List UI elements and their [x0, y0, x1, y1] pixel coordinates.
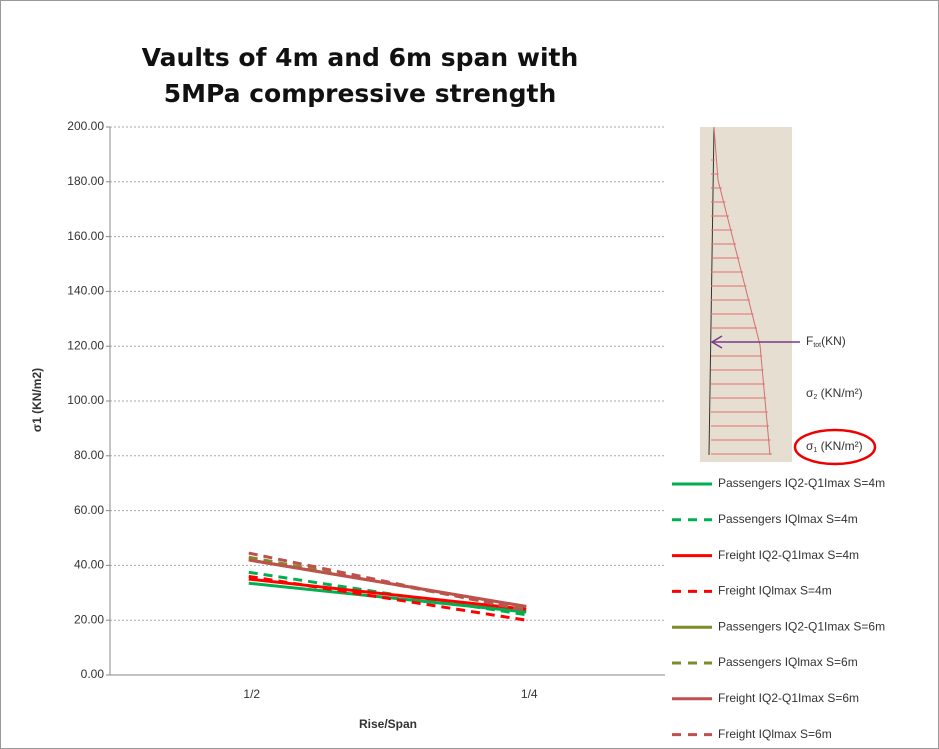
inset-diagram — [700, 127, 800, 462]
legend-label: Passengers IQlmax S=6m — [718, 655, 858, 669]
legend-label: Passengers IQlmax S=4m — [718, 512, 858, 526]
chart: Ftot(KN) σ2 (KN/m²) σ1 (KN/m²) σ1 (KN/m2… — [0, 0, 939, 749]
x-tick-label: 1/4 — [521, 687, 538, 701]
label-part: (KN/m²) — [817, 439, 862, 453]
y-tick-label: 0.00 — [81, 667, 105, 681]
y-axis-label: σ1 (KN/m2) — [30, 368, 44, 432]
legend-label: Freight IQlmax S=6m — [718, 727, 832, 741]
legend-label: Freight IQ2-Q1Imax S=4m — [718, 548, 859, 562]
y-tick-label: 40.00 — [74, 558, 104, 572]
label-part: tot — [813, 342, 821, 349]
legend-label: Freight IQ2-Q1Imax S=6m — [718, 691, 859, 705]
y-tick-label: 20.00 — [74, 612, 104, 626]
chart-title: Vaults of 4m and 6m span with 5MPa compr… — [120, 40, 600, 112]
y-tick-label: 180.00 — [67, 174, 104, 188]
label-part: F — [806, 334, 813, 348]
y-tick-label: 60.00 — [74, 503, 104, 517]
frame — [1, 1, 939, 749]
y-tick-label: 200.00 — [67, 119, 104, 133]
legend-label: Passengers IQ2-Q1Imax S=6m — [718, 619, 885, 633]
page: Ftot(KN) σ2 (KN/m²) σ1 (KN/m²) σ1 (KN/m2… — [0, 0, 939, 749]
inset-label: Ftot(KN) — [806, 334, 846, 349]
y-tick-label: 100.00 — [67, 393, 104, 407]
legend-label: Passengers IQ2-Q1Imax S=4m — [718, 476, 885, 490]
label-part: (KN/m²) — [817, 386, 862, 400]
legend-label: Freight IQlmax S=4m — [718, 584, 832, 598]
y-tick-label: 160.00 — [67, 229, 104, 243]
x-axis-label: Rise/Span — [359, 717, 417, 731]
label-part: (KN) — [821, 334, 846, 348]
x-tick-label: 1/2 — [243, 687, 260, 701]
y-tick-label: 80.00 — [74, 448, 104, 462]
y-tick-label: 120.00 — [67, 338, 104, 352]
y-tick-label: 140.00 — [67, 284, 104, 298]
